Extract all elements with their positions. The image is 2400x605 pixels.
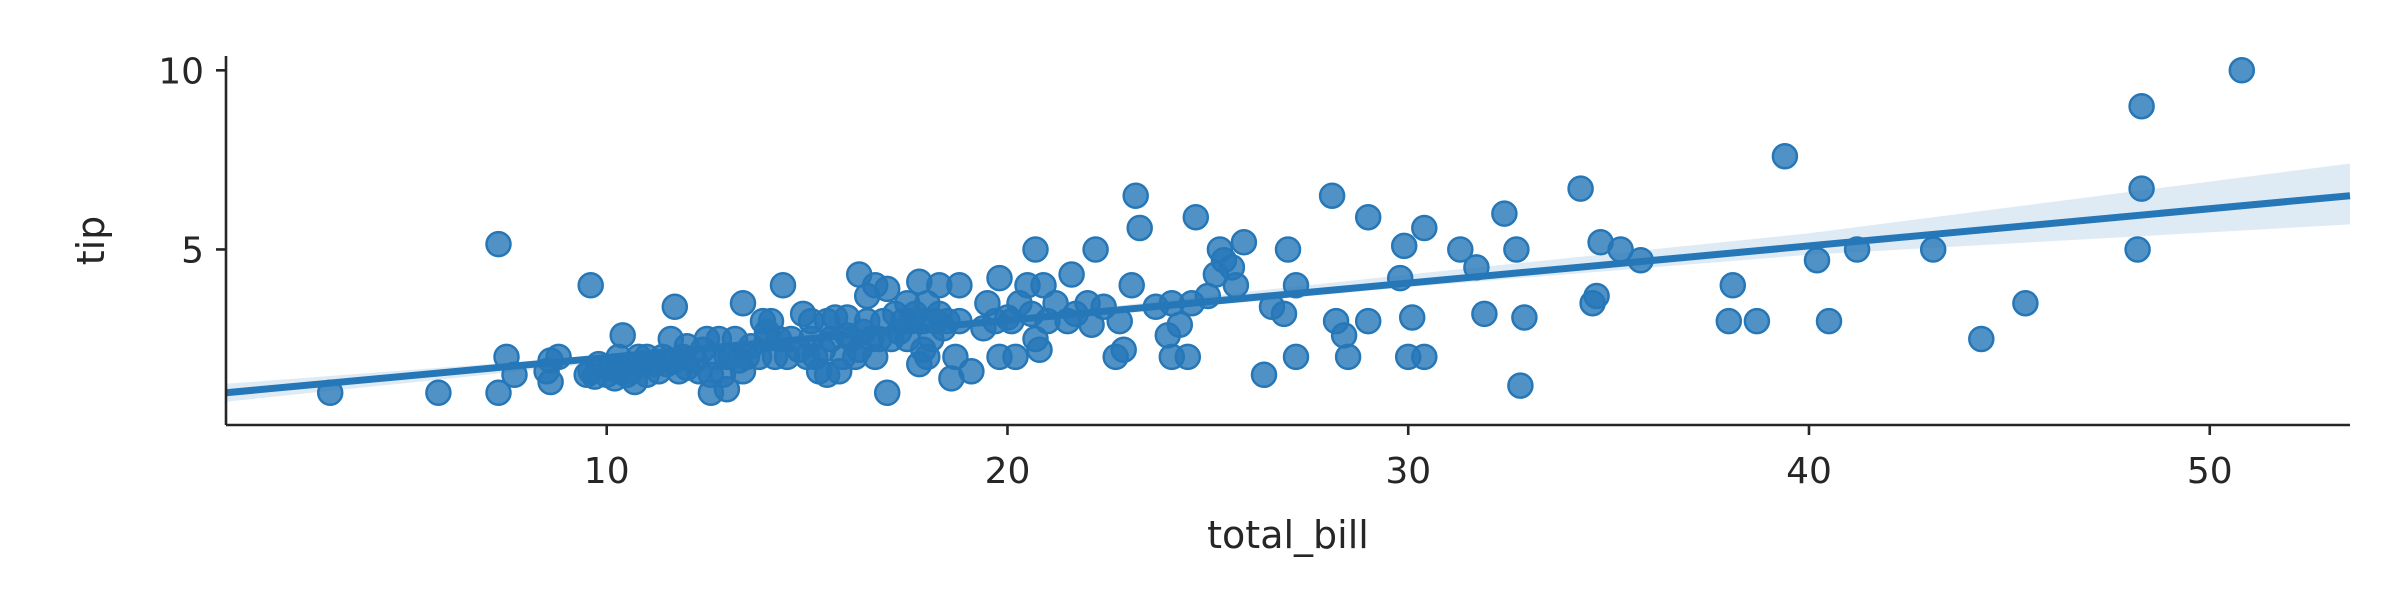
x-tick-label: 30: [1385, 451, 1431, 492]
data-point: [1022, 236, 1049, 263]
data-point: [2128, 92, 2155, 120]
data-point: [1334, 343, 1362, 371]
data-point: [729, 289, 757, 317]
data-point: [1122, 182, 1149, 209]
data-point: [958, 358, 985, 385]
data-point: [1715, 307, 1743, 335]
ticks: 10 20 30 40 50 5 10: [158, 51, 2232, 492]
x-tick-label: 50: [2187, 451, 2233, 492]
data-point: [1919, 236, 1947, 263]
data-point: [609, 322, 636, 349]
y-axis-label: tip: [69, 216, 113, 266]
data-point: [1110, 336, 1137, 364]
data-point: [1447, 236, 1474, 263]
data-point: [1118, 272, 1145, 299]
data-point: [1030, 272, 1057, 299]
x-tick-label: 10: [584, 451, 630, 492]
data-point: [2228, 57, 2256, 84]
data-point: [661, 293, 689, 321]
data-point: [1503, 236, 1530, 263]
data-point: [1390, 232, 1418, 260]
data-point: [1567, 175, 1594, 202]
data-point: [1126, 214, 1153, 242]
data-point: [2012, 289, 2039, 317]
data-point: [769, 272, 797, 299]
data-point: [1222, 272, 1250, 299]
data-point: [485, 230, 512, 258]
data-point: [1174, 343, 1202, 371]
data-point: [1026, 336, 1053, 364]
data-point: [1815, 307, 1843, 335]
axes: [224, 56, 2350, 427]
x-axis-label: total_bill: [1207, 513, 1369, 557]
data-point: [1166, 311, 1194, 338]
y-tick-label: 5: [181, 230, 204, 271]
data-point: [1411, 343, 1438, 371]
data-point: [1330, 322, 1358, 349]
data-point: [1354, 203, 1382, 231]
data-point: [1082, 236, 1109, 263]
regression-line-layer: [225, 192, 2351, 397]
data-point: [2128, 175, 2155, 202]
data-point: [1398, 304, 1426, 331]
x-tick-label: 40: [1786, 451, 1832, 492]
data-point: [1583, 282, 1610, 310]
data-point: [1270, 300, 1298, 328]
data-point: [1182, 203, 1210, 231]
data-point: [1282, 343, 1310, 371]
data-point: [873, 275, 901, 303]
regression-line: [225, 192, 2351, 397]
data-point: [1002, 343, 1029, 371]
data-point: [1719, 272, 1747, 299]
data-point: [1274, 236, 1302, 263]
data-point: [1803, 246, 1831, 274]
data-point: [1250, 361, 1278, 389]
data-point: [485, 379, 512, 407]
data-point: [1743, 307, 1771, 335]
data-point: [1318, 182, 1346, 209]
data-point: [1491, 200, 1518, 227]
data-point: [1411, 214, 1438, 242]
data-point: [1771, 143, 1799, 170]
data-point: [577, 272, 604, 299]
data-point: [1354, 307, 1382, 335]
data-point: [425, 379, 452, 407]
data-point: [1968, 325, 1995, 353]
data-point: [1511, 304, 1538, 331]
data-point: [713, 375, 741, 403]
data-point: [873, 379, 901, 407]
data-point: [946, 272, 973, 299]
data-point: [1507, 372, 1534, 399]
data-point: [1230, 229, 1258, 256]
data-point: [1058, 261, 1085, 288]
data-point: [1471, 300, 1498, 328]
y-tick-label: 10: [158, 51, 204, 92]
data-point: [986, 264, 1013, 292]
x-tick-label: 20: [985, 451, 1031, 492]
data-point: [2124, 236, 2151, 263]
